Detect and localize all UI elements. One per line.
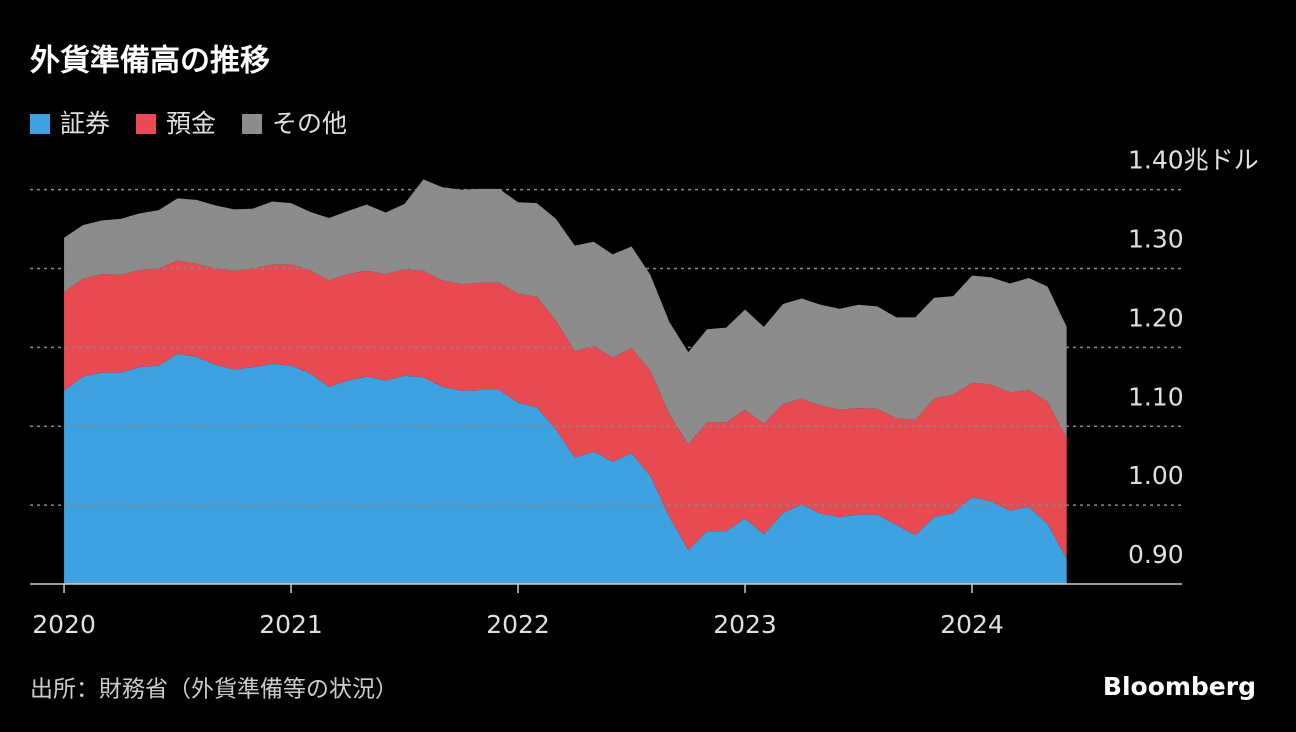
legend-label: その他 xyxy=(272,109,347,138)
legend-swatch xyxy=(242,114,263,134)
source: 出所：財務省（外貨準備等の状況） xyxy=(30,677,398,703)
x-tick-label: 2021 xyxy=(259,610,323,639)
x-tick-label: 2020 xyxy=(32,610,96,639)
area xyxy=(64,260,1067,559)
legend-swatch xyxy=(30,114,50,134)
legend-swatch xyxy=(136,114,157,134)
x-tick-label: 2022 xyxy=(486,610,550,639)
x-tick-label: 2024 xyxy=(940,610,1004,639)
y-tick-label: 0.90 xyxy=(1128,540,1184,569)
y-tick-label: 1.20 xyxy=(1128,303,1184,332)
area xyxy=(64,179,1067,445)
y-tick-label: 1.10 xyxy=(1128,382,1184,411)
brand: Bloomberg xyxy=(1103,672,1256,701)
y-tick-label: 1.00 xyxy=(1128,461,1184,490)
legend-label: 預金 xyxy=(166,109,216,138)
legend-label: 証券 xyxy=(60,109,110,138)
y-tick-label: 1.30 xyxy=(1128,225,1184,254)
chart-title: 外貨準備高の推移 xyxy=(30,44,270,79)
x-tick-label: 2023 xyxy=(713,610,777,639)
area xyxy=(64,353,1067,584)
y-tick-label: 1.40兆ドル xyxy=(1128,146,1259,175)
plot-area xyxy=(64,179,1067,584)
